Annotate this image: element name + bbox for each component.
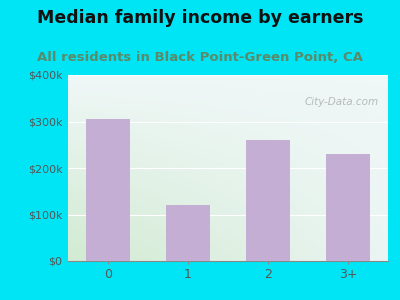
Bar: [166, 205, 210, 261]
Bar: [326, 154, 370, 261]
Bar: [86, 119, 130, 261]
Text: Median family income by earners: Median family income by earners: [37, 9, 363, 27]
Text: City-Data.com: City-Data.com: [304, 97, 378, 107]
Text: All residents in Black Point-Green Point, CA: All residents in Black Point-Green Point…: [37, 51, 363, 64]
Bar: [246, 140, 290, 261]
